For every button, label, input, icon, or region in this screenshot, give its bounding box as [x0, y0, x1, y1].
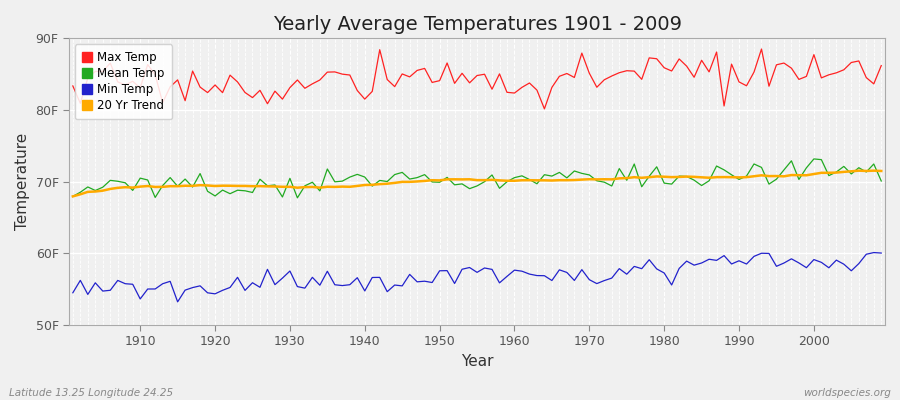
- Text: Latitude 13.25 Longitude 24.25: Latitude 13.25 Longitude 24.25: [9, 388, 173, 398]
- Y-axis label: Temperature: Temperature: [15, 133, 30, 230]
- X-axis label: Year: Year: [461, 354, 493, 369]
- Title: Yearly Average Temperatures 1901 - 2009: Yearly Average Temperatures 1901 - 2009: [273, 15, 681, 34]
- Text: worldspecies.org: worldspecies.org: [803, 388, 891, 398]
- Legend: Max Temp, Mean Temp, Min Temp, 20 Yr Trend: Max Temp, Mean Temp, Min Temp, 20 Yr Tre…: [75, 44, 172, 119]
